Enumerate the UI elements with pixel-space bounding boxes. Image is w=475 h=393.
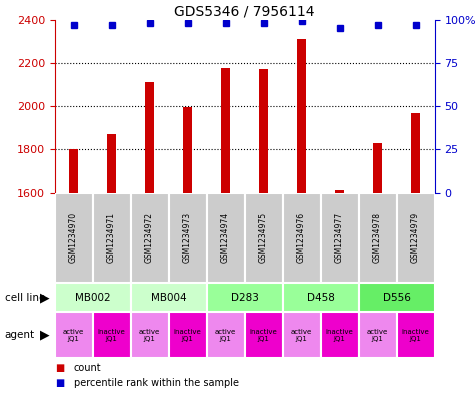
Title: GDS5346 / 7956114: GDS5346 / 7956114 bbox=[174, 4, 315, 18]
Text: GSM1234979: GSM1234979 bbox=[411, 212, 420, 263]
Text: inactive
JQ1: inactive JQ1 bbox=[98, 329, 125, 342]
Text: percentile rank within the sample: percentile rank within the sample bbox=[74, 378, 238, 388]
Bar bbox=[93, 193, 131, 283]
Bar bbox=[169, 193, 207, 283]
Bar bbox=[55, 312, 93, 358]
Text: GSM1234973: GSM1234973 bbox=[183, 212, 192, 263]
Bar bbox=[259, 69, 268, 193]
Text: ■: ■ bbox=[55, 378, 64, 388]
Bar bbox=[169, 312, 207, 358]
Text: inactive
JQ1: inactive JQ1 bbox=[402, 329, 429, 342]
Bar bbox=[207, 312, 245, 358]
Text: count: count bbox=[74, 362, 101, 373]
Bar bbox=[145, 83, 154, 193]
Text: GSM1234971: GSM1234971 bbox=[107, 212, 116, 263]
Text: active
JQ1: active JQ1 bbox=[139, 329, 160, 342]
Text: active
JQ1: active JQ1 bbox=[367, 329, 388, 342]
Text: MB002: MB002 bbox=[75, 293, 110, 303]
Text: GSM1234977: GSM1234977 bbox=[335, 212, 344, 263]
Text: inactive
JQ1: inactive JQ1 bbox=[174, 329, 201, 342]
Bar bbox=[131, 283, 207, 312]
Bar bbox=[207, 193, 245, 283]
Bar bbox=[207, 283, 283, 312]
Text: GSM1234970: GSM1234970 bbox=[69, 212, 78, 263]
Bar bbox=[69, 149, 78, 193]
Bar bbox=[55, 283, 131, 312]
Text: D283: D283 bbox=[231, 293, 258, 303]
Bar bbox=[131, 193, 169, 283]
Bar bbox=[321, 312, 359, 358]
Text: GSM1234974: GSM1234974 bbox=[221, 212, 230, 263]
Text: GSM1234976: GSM1234976 bbox=[297, 212, 306, 263]
Bar bbox=[359, 283, 435, 312]
Bar bbox=[321, 193, 359, 283]
Bar bbox=[397, 312, 435, 358]
Text: cell line: cell line bbox=[5, 293, 45, 303]
Bar bbox=[359, 193, 397, 283]
Text: inactive
JQ1: inactive JQ1 bbox=[250, 329, 277, 342]
Text: ▶: ▶ bbox=[40, 329, 50, 342]
Bar bbox=[221, 68, 230, 193]
Bar bbox=[245, 312, 283, 358]
Bar bbox=[93, 312, 131, 358]
Text: ▶: ▶ bbox=[40, 291, 50, 304]
Bar bbox=[183, 107, 192, 193]
Bar bbox=[335, 190, 344, 193]
Bar bbox=[245, 193, 283, 283]
Bar bbox=[131, 312, 169, 358]
Text: active
JQ1: active JQ1 bbox=[291, 329, 312, 342]
Text: inactive
JQ1: inactive JQ1 bbox=[326, 329, 353, 342]
Text: GSM1234972: GSM1234972 bbox=[145, 212, 154, 263]
Bar bbox=[359, 312, 397, 358]
Text: GSM1234975: GSM1234975 bbox=[259, 212, 268, 263]
Bar bbox=[107, 134, 116, 193]
Bar bbox=[373, 143, 382, 193]
Bar bbox=[283, 312, 321, 358]
Text: MB004: MB004 bbox=[151, 293, 186, 303]
Bar bbox=[283, 283, 359, 312]
Text: D458: D458 bbox=[307, 293, 334, 303]
Bar bbox=[411, 113, 420, 193]
Text: D556: D556 bbox=[383, 293, 410, 303]
Bar bbox=[397, 193, 435, 283]
Text: GSM1234978: GSM1234978 bbox=[373, 212, 382, 263]
Text: active
JQ1: active JQ1 bbox=[63, 329, 84, 342]
Text: agent: agent bbox=[5, 330, 35, 340]
Bar bbox=[297, 39, 306, 193]
Bar bbox=[55, 193, 93, 283]
Text: active
JQ1: active JQ1 bbox=[215, 329, 236, 342]
Text: ■: ■ bbox=[55, 362, 64, 373]
Bar bbox=[283, 193, 321, 283]
